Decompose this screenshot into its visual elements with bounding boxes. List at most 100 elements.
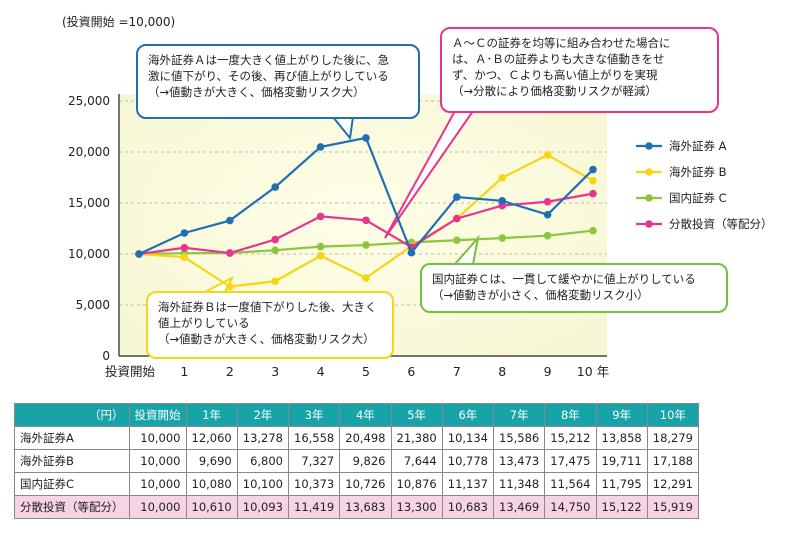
data-point [316, 242, 325, 251]
table-cell: 18,279 [646, 426, 700, 450]
table-header-cell: 4年 [339, 403, 392, 427]
x-tick-label: 2 [226, 364, 234, 379]
callout-b-line-1: 海外証券Ｂは一度値下がりした後、大きく [158, 300, 377, 314]
table-cell: 17,188 [646, 449, 700, 473]
table-cell: 17,475 [544, 449, 597, 473]
callout-mix-line-3: ず、かつ、Ｃよりも高い値上がりを実現 [452, 68, 658, 82]
data-point [362, 216, 370, 225]
legend-swatch-dot [645, 194, 653, 202]
row-label: 海外証券B [14, 449, 130, 473]
data-point [543, 210, 552, 219]
data-point [543, 231, 552, 240]
table-cell: 13,858 [595, 426, 648, 450]
table-cell: 15,212 [544, 426, 597, 450]
row-label: 分散投資（等配分） [14, 495, 130, 519]
data-point [316, 212, 325, 221]
table-cell: 11,137 [441, 472, 495, 496]
data-point [362, 274, 370, 282]
callout-securities-b: 海外証券Ｂは一度値下がりした後、大きく 値上がりしている （→値動きが大きく、価… [146, 291, 394, 359]
table-cell: 16,558 [287, 426, 341, 450]
data-point [135, 250, 143, 258]
y-tick-label: 25,000 [68, 94, 110, 108]
table-cell: 11,564 [544, 472, 597, 496]
legend-label: 分散投資（等配分） [669, 217, 773, 231]
table-cell: 13,278 [236, 426, 290, 450]
table-cell: 10,610 [185, 495, 238, 519]
callout-securities-a: 海外証券Ａは一度大きく値上がりした後に、急 激に値下がり、その後、再び値上がりし… [136, 44, 420, 119]
data-point [589, 226, 597, 235]
callout-a-line-2: 激に値下がり、その後、再び値上がりしている [148, 69, 389, 83]
data-point [316, 251, 325, 260]
data-point [498, 234, 507, 242]
table-cell: 15,586 [492, 426, 546, 450]
callout-c-line-1: 国内証券Ｃは、一貫して緩やかに値上がりしている [432, 272, 696, 286]
table-header-cell: 3年 [287, 403, 341, 427]
table-cell: 20,498 [339, 426, 392, 450]
x-tick-label: 9 [544, 364, 552, 379]
callout-mix-line-2: は、Ａ･Ｂの証券よりも大きな値動きをせ [452, 52, 665, 66]
table-row: 国内証券C 10,000 10,080 10,100 10,373 10,726 10,87… [14, 472, 700, 496]
table-header-cell: 10年 [646, 403, 700, 427]
data-point [271, 183, 280, 191]
callout-b-line-3: （→値動きが大きく、価格変動リスク大） [158, 332, 375, 346]
data-point [226, 216, 234, 225]
callout-c-line-2: （→値動きが小さく、価格変動リスク小） [432, 288, 649, 302]
table-header-cell: 投資開始 [128, 403, 187, 427]
table-row: 分散投資（等配分） 10,000 10,610 10,093 11,419 13,683 1… [14, 495, 700, 519]
table-cell: 7,644 [390, 449, 443, 473]
legend-label: 海外証券 A [669, 139, 727, 153]
chart-title: (投資開始 =10,000) [62, 14, 175, 29]
data-point [498, 173, 507, 182]
table-header-row: （円） 投資開始 1年 2年 3年 4年 5年 6年 7年 8年 9年 10年 [14, 403, 700, 427]
table-cell: 9,690 [185, 449, 238, 473]
data-point [180, 229, 189, 237]
table-cell: 10,100 [236, 472, 290, 496]
table-cell: 10,000 [128, 449, 187, 473]
y-tick-label: 0 [102, 349, 110, 363]
data-point [226, 249, 234, 257]
x-tick-label: 8 [498, 364, 506, 379]
data-point [589, 176, 597, 185]
table-header-unit: （円） [14, 403, 130, 427]
data-point [543, 151, 552, 159]
y-tick-label: 10,000 [68, 247, 110, 261]
table-header-cell: 5年 [390, 403, 443, 427]
legend-swatch-dot [645, 168, 653, 176]
table-cell: 14,750 [544, 495, 597, 519]
table-cell: 10,134 [441, 426, 495, 450]
data-point [180, 253, 189, 261]
data-point [271, 235, 280, 244]
x-tick-label: 7 [453, 364, 461, 379]
x-tick-label: 4 [317, 364, 325, 379]
x-tick-label: 投資開始 [105, 364, 156, 379]
data-point [589, 165, 597, 174]
callout-mix-line-1: Ａ～Ｃの証券を均等に組み合わせた場合に [452, 36, 671, 50]
table-cell: 12,291 [646, 472, 700, 496]
data-point [407, 248, 416, 257]
x-tick-label: 6 [407, 364, 415, 379]
legend-label: 国内証券 C [669, 191, 727, 205]
table-cell: 12,060 [185, 426, 238, 450]
data-point [362, 241, 370, 249]
table-cell: 15,919 [646, 495, 700, 519]
callout-a-line-1: 海外証券Ａは一度大きく値上がりした後に、急 [148, 53, 390, 67]
x-tick-label: 3 [271, 364, 279, 379]
table-cell: 10,093 [236, 495, 290, 519]
table-cell: 13,300 [390, 495, 443, 519]
callout-securities-c: 国内証券Ｃは、一貫して緩やかに値上がりしている （→値動きが小さく、価格変動リス… [420, 263, 728, 313]
table-cell: 10,000 [128, 472, 187, 496]
table-row: 海外証券B 10,000 9,690 6,800 7,327 9,826 7,644 10,7… [14, 449, 700, 473]
legend-swatch-dot [645, 142, 653, 150]
data-point [498, 197, 507, 205]
table-header-cell: 6年 [441, 403, 495, 427]
table-cell: 10,778 [441, 449, 495, 473]
callout-mix-line-4: （→分散により価格変動リスクが軽減） [452, 84, 657, 98]
data-point [180, 243, 189, 252]
table-cell: 10,000 [128, 426, 187, 450]
data-point [316, 143, 325, 151]
x-tick-label: 5 [362, 364, 370, 379]
table-cell: 10,726 [339, 472, 392, 496]
table-header-cell: 8年 [544, 403, 597, 427]
table-cell: 10,876 [390, 472, 443, 496]
legend-label: 海外証券 B [669, 165, 727, 179]
